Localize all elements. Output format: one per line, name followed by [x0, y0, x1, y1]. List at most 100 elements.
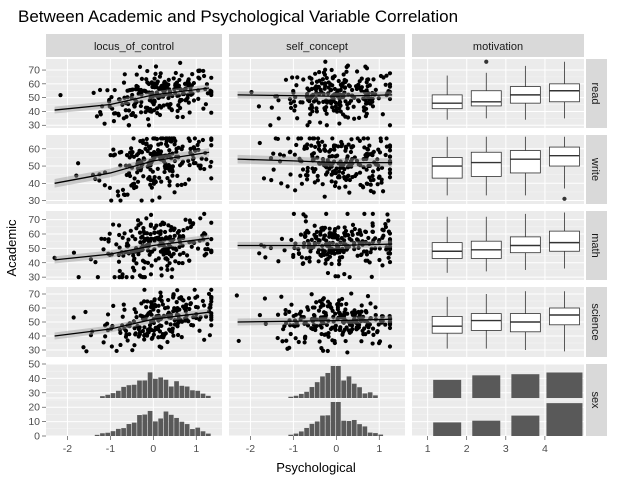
scatter-point [129, 183, 134, 188]
scatter-point [333, 107, 339, 113]
scatter-point [165, 339, 170, 345]
scatter-point [147, 175, 152, 180]
scatter-point [139, 99, 144, 105]
scatter-point [344, 69, 349, 74]
scatter-point [164, 256, 169, 261]
scatter-point [354, 158, 360, 163]
scatter-point [140, 275, 146, 280]
scatter-point [299, 181, 305, 186]
scatter-point [157, 175, 162, 180]
scatter-point [271, 151, 276, 156]
scatter-point [203, 314, 209, 319]
panel-sex-self_concept [229, 363, 405, 437]
scatter-point [193, 160, 198, 166]
scatter-point [178, 60, 183, 65]
scatter-point [173, 259, 178, 264]
scatter-point [305, 86, 310, 91]
scatter-point [363, 239, 368, 245]
y-tick-label: 70 [28, 65, 40, 77]
scatter-point [370, 211, 375, 216]
histogram-bar [190, 390, 195, 398]
scatter-point [157, 195, 162, 200]
scatter-point [387, 89, 393, 94]
scatter-point [138, 103, 143, 109]
scatter-point [156, 308, 161, 314]
scatter-point [353, 320, 359, 325]
scatter-point [117, 150, 122, 155]
scatter-point [309, 81, 315, 86]
scatter-point [336, 315, 341, 320]
scatter-point [325, 299, 331, 304]
scatter-point [204, 157, 209, 162]
boxplot-box [549, 83, 580, 103]
scatter-point [124, 114, 129, 119]
scatter-point [387, 148, 393, 153]
scatter-point [102, 183, 107, 188]
scatter-point [205, 91, 210, 96]
scatter-point [209, 159, 214, 165]
smooth-confidence-band [237, 154, 393, 167]
scatter-point [318, 120, 323, 125]
scatter-point [188, 224, 193, 230]
scatter-point [206, 291, 212, 297]
boxplot-box [549, 146, 580, 167]
scatter-point [152, 76, 157, 81]
scatter-point [287, 97, 293, 102]
scatter-point [322, 249, 327, 254]
scatter-point [71, 315, 76, 320]
scatter-point [207, 305, 212, 311]
scatter-point [319, 81, 325, 86]
scatter-point [122, 95, 127, 100]
scatter-point [357, 170, 363, 175]
boxplot-box [431, 94, 463, 110]
row-strip-label: read [589, 82, 601, 104]
scatter-point [134, 315, 139, 320]
scatter-point [169, 224, 174, 230]
histogram-bar [190, 429, 195, 436]
scatter-point [321, 252, 327, 257]
scatter-point [156, 235, 161, 240]
scatter-point [199, 156, 204, 161]
scatter-point [373, 87, 378, 92]
scatter-point [184, 302, 189, 307]
scatter-point [323, 59, 328, 64]
scatter-point [191, 98, 197, 103]
scatter-point [325, 252, 330, 257]
scatter-point [135, 323, 140, 329]
scatter-point [134, 72, 139, 77]
scatter-point [143, 146, 148, 151]
y-tick-label: 20 [28, 402, 40, 414]
scatter-point [95, 275, 100, 280]
scatter-point [111, 153, 116, 158]
scatter-point [309, 316, 315, 322]
scatter-point [195, 294, 200, 299]
column-strip-label: motivation [473, 41, 523, 53]
scatter-point [365, 320, 370, 325]
scatter-point [185, 79, 190, 85]
scatter-point [130, 275, 135, 280]
scatter-point [367, 143, 372, 148]
scatter-point [209, 237, 214, 242]
scatter-point [352, 95, 357, 100]
histogram-bar [346, 421, 352, 436]
scatter-point [142, 325, 147, 330]
scatter-point [152, 247, 157, 252]
scatter-point [305, 92, 310, 97]
scatter-point [105, 312, 111, 317]
scatter-point [175, 288, 180, 293]
scatter-point [133, 87, 139, 92]
histogram-bar [126, 424, 132, 436]
scatter-point [164, 139, 169, 144]
y-axis-title: Academic [4, 219, 19, 277]
scatter-point [160, 136, 166, 141]
scatter-point [332, 340, 337, 346]
scatter-point [185, 226, 190, 231]
scatter-point [323, 310, 328, 316]
histogram-bar [304, 391, 309, 398]
scatter-point [168, 228, 173, 233]
scatter-point [141, 156, 146, 161]
scatter-point [150, 169, 155, 174]
scatter-point [176, 145, 181, 150]
scatter-point [187, 218, 193, 223]
scatter-point [323, 108, 328, 113]
